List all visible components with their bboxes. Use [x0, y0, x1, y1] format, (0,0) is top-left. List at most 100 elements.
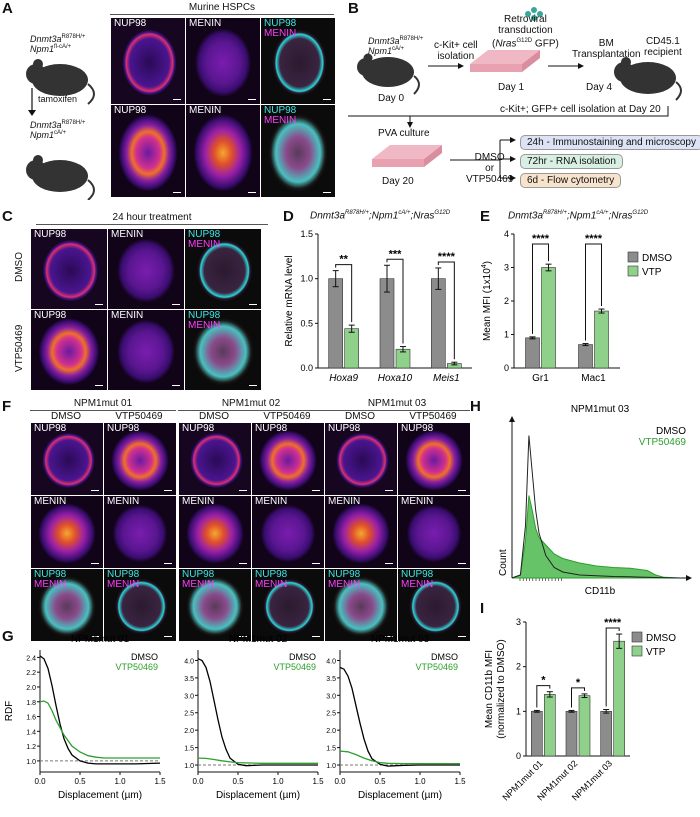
y-tick-label: 1.0: [300, 274, 313, 284]
condition-label: VTP50469: [263, 411, 311, 422]
legend-label: VTP: [646, 647, 666, 658]
significance-label: ****: [532, 233, 550, 245]
micrograph-merge: NUP98 MENIN: [184, 228, 262, 310]
timepoint-box-flow: 6d - Flow cytometry: [520, 173, 622, 188]
bar: [431, 278, 446, 369]
y-tick-label: 0: [516, 751, 521, 761]
y-tick-label: 3: [504, 263, 509, 273]
legend-label: VTP50469: [115, 662, 158, 672]
y-tick-label: 1.4: [26, 729, 36, 736]
series-line: [197, 658, 318, 767]
micrograph-menin: MENIN: [30, 495, 104, 569]
bar: [344, 328, 359, 369]
y-tick-label: 4.0: [326, 658, 336, 665]
micrograph-menin: MENIN: [103, 495, 177, 569]
bar: [541, 267, 556, 369]
x-tick-label: 1.0: [114, 777, 126, 786]
y-tick-label: 2.0: [184, 728, 194, 735]
panel-label-h: H: [470, 398, 481, 415]
condition-label: DMSO: [199, 411, 229, 422]
x-tick-label: Meis1: [433, 373, 460, 384]
histogram-line: [511, 435, 682, 579]
day20-label: Day 20: [382, 176, 414, 187]
tamoxifen-label: tamoxifen: [38, 94, 78, 104]
legend-swatch: [631, 631, 643, 643]
y-tick-label: 3: [516, 617, 521, 627]
legend-label: DMSO: [131, 652, 158, 662]
significance-label: ****: [585, 233, 603, 245]
panel-label-e: E: [480, 208, 491, 225]
mouse-illustrations: [26, 59, 95, 200]
x-axis-label: Displacement (µm): [358, 790, 442, 801]
group-header: NPM1mut 02: [178, 398, 324, 411]
x-axis-label: CD11b: [585, 586, 616, 597]
significance-bracket: [437, 261, 455, 360]
y-tick-label: 3.0: [184, 693, 194, 700]
micrograph-merge: NUP98 MENIN: [260, 104, 336, 198]
y-tick-label: 2.5: [326, 711, 336, 718]
chart-title: NPM1mut 03: [371, 634, 430, 645]
bar: [565, 711, 578, 757]
panel-label-c: C: [2, 208, 13, 225]
mouse-icon: [26, 59, 95, 105]
significance-bracket: [605, 627, 620, 707]
bar: [544, 694, 556, 757]
micrograph-menin: MENIN: [397, 495, 471, 569]
y-axis-label: Mean MFI (1x104): [481, 261, 493, 341]
series-line: [339, 666, 460, 767]
culture-plate-icon: [470, 50, 540, 72]
micrograph-menin: MENIN: [185, 104, 261, 198]
series-line: [39, 700, 160, 759]
micrograph-nup98: NUP98: [110, 17, 186, 105]
y-tick-label: 2.0: [26, 685, 36, 692]
arrow-up-icon: [509, 416, 515, 422]
chart-title: NPM1mut 03: [571, 404, 630, 415]
legend-label: DMSO: [431, 652, 458, 662]
bar: [613, 640, 625, 757]
chart-title: Dnmt3aR878H/+;Npm1cA/+;NrasG12D: [508, 210, 649, 222]
chart-title: NPM1mut 01: [71, 634, 130, 645]
y-tick-label: 1.5: [300, 229, 313, 239]
step-retroviral: Retroviral transduction (NrasG12D GFP): [492, 14, 559, 50]
bar-chart-mfi: 0 1 2 3 4 **** Gr1 **** Mac1 DMSO VTP Mean MFI (1x1…: [481, 229, 672, 384]
micrograph-merge: NUP98 MENIN: [184, 309, 262, 391]
significance-bracket: [386, 258, 404, 344]
y-tick-label: 0.0: [300, 363, 313, 373]
significance-label: **: [339, 254, 348, 266]
mouse1-genotype: Dnmt3aR878H/+ Npm1fl-cA/+: [30, 34, 86, 54]
micrograph-merge: NUP98 MENIN: [251, 568, 325, 642]
micrograph-nup98: NUP98: [30, 309, 108, 391]
significance-label: ***: [389, 248, 403, 260]
y-tick-label: 1.6: [26, 715, 36, 722]
step-kit-isolation: c-Kit+ cell isolation: [434, 40, 478, 62]
series-line: [339, 750, 460, 765]
bar: [594, 310, 609, 369]
x-tick-label: 0.0: [334, 777, 346, 786]
x-tick-label: 1.5: [154, 777, 166, 786]
step-bm-transplant: BM Transplantation: [572, 38, 641, 60]
rdf-line-charts: NPM1mut 01 1.0 1.2 1.4 1.6 1.8 2.0 2.2 2.4 0.0 0.5…: [4, 634, 466, 801]
y-tick-label: 2: [504, 296, 509, 306]
micrograph-nup98: NUP98: [324, 422, 398, 496]
timepoint-box-rna: 72hr - RNA isolation: [520, 154, 623, 169]
y-tick-label: 4.0: [184, 658, 194, 665]
micrograph-nup98: NUP98: [30, 422, 104, 496]
panel-label-g: G: [2, 628, 14, 645]
micrograph-merge: NUP98 MENIN: [260, 17, 336, 105]
legend-label: VTP50469: [273, 662, 316, 672]
workflow-diagram: [348, 7, 682, 181]
micrograph-nup98: NUP98: [30, 228, 108, 310]
panel-label-b: B: [348, 0, 359, 17]
x-tick-label: 1.0: [272, 777, 284, 786]
day0-label: Day 0: [378, 93, 405, 104]
y-axis-label: Relative mRNA level: [284, 255, 295, 346]
micrograph-merge: NUP98 MENIN: [397, 568, 471, 642]
y-tick-label: 2.0: [326, 728, 336, 735]
significance-bracket: [335, 264, 353, 323]
group-header: NPM1mut 01: [30, 398, 176, 411]
treatment-label: DMSO or VTP50469: [466, 152, 514, 185]
micrograph-menin: MENIN: [107, 309, 185, 391]
x-tick-label: 0.0: [34, 777, 46, 786]
series-line: [39, 655, 161, 765]
x-axis-label: Displacement (µm): [58, 790, 142, 801]
